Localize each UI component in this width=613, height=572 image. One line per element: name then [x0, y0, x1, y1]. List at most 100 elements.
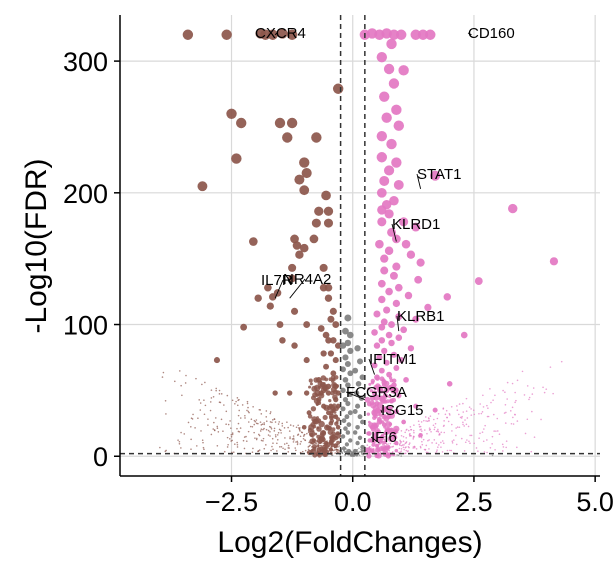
background-point — [361, 452, 363, 455]
background-point — [299, 435, 302, 438]
background-point — [469, 442, 471, 445]
background-point — [486, 404, 488, 407]
dense-point — [308, 385, 312, 389]
dense-point — [369, 389, 373, 393]
background-point — [245, 435, 247, 438]
background-point — [404, 446, 407, 449]
data-point-up — [399, 217, 409, 227]
annotation-connector — [396, 315, 400, 332]
data-point-down — [330, 370, 337, 377]
background-point — [396, 454, 398, 456]
data-point-down — [330, 337, 337, 344]
background-point — [254, 437, 256, 439]
dense-point — [384, 429, 390, 435]
data-point-down — [328, 447, 333, 452]
background-point — [259, 409, 262, 411]
background-point — [260, 428, 263, 431]
background-point — [436, 449, 438, 451]
data-point-down — [272, 390, 278, 396]
data-point-up — [389, 427, 394, 433]
data-point-up — [407, 345, 415, 352]
background-point — [417, 420, 420, 422]
background-point — [292, 425, 295, 427]
gene-label-cxcr4: CXCR4 — [255, 25, 306, 42]
threshold-lines — [120, 15, 600, 476]
data-point-down — [332, 357, 339, 364]
background-point — [272, 419, 274, 421]
data-point-up — [393, 365, 400, 371]
background-point — [255, 422, 258, 425]
data-point-ns — [355, 440, 360, 446]
background-point — [543, 391, 546, 394]
background-point — [215, 389, 217, 392]
data-point-ns — [356, 358, 364, 365]
data-point-down — [282, 132, 293, 143]
background-point — [530, 450, 533, 453]
background-point — [262, 440, 264, 442]
background-point — [397, 454, 400, 457]
background-point — [165, 413, 167, 415]
data-point-ns — [344, 414, 350, 420]
background-point — [279, 446, 281, 448]
data-point-down — [266, 302, 274, 310]
data-point-up — [374, 400, 380, 407]
background-point — [455, 427, 457, 429]
data-point-up — [374, 374, 380, 381]
background-point — [239, 417, 242, 419]
background-point — [408, 435, 411, 437]
data-point-ns — [355, 424, 360, 430]
background-point — [187, 421, 190, 424]
background-point — [429, 415, 432, 417]
background-point — [276, 442, 278, 445]
dense-point — [316, 444, 320, 448]
background-point — [437, 412, 440, 415]
dense-point — [312, 446, 317, 451]
background-point — [473, 442, 475, 445]
x-tick-label: 0.0 — [334, 487, 372, 517]
background-point — [532, 387, 535, 389]
data-point-up — [393, 179, 404, 190]
background-point — [278, 421, 281, 423]
background-point — [514, 401, 516, 404]
data-point-up — [401, 239, 411, 249]
data-point-down — [321, 403, 327, 409]
background-point — [464, 441, 467, 444]
background-point — [462, 421, 464, 424]
data-point-down — [303, 390, 310, 396]
background-point — [479, 432, 481, 435]
background-point — [258, 434, 261, 437]
data-point-up — [393, 120, 404, 131]
background-point — [247, 406, 249, 409]
background-point — [511, 406, 514, 409]
background-point — [197, 417, 199, 420]
background-point — [421, 440, 423, 443]
background-point — [185, 374, 187, 377]
dense-point — [386, 411, 390, 415]
data-point-up — [369, 424, 375, 430]
background-point — [233, 443, 236, 445]
background-point — [260, 439, 263, 442]
data-point-up — [425, 29, 436, 40]
gene-label-il7r: IL7R — [261, 272, 293, 289]
background-point — [504, 404, 507, 406]
dense-point — [368, 382, 372, 386]
dense-point — [313, 384, 321, 392]
background-point — [361, 450, 364, 453]
background-point — [398, 447, 401, 450]
background-point — [214, 417, 217, 419]
background-point — [287, 426, 289, 429]
data-point-down — [325, 337, 332, 344]
background-point — [256, 437, 258, 440]
background-point — [307, 446, 310, 448]
data-point-ns — [353, 448, 358, 454]
background-point — [400, 448, 403, 450]
grid-lines — [120, 15, 600, 476]
background-point — [250, 418, 253, 421]
background-point — [260, 413, 263, 415]
background-point — [413, 424, 415, 426]
background-point — [413, 435, 415, 438]
background-point — [452, 439, 455, 441]
dense-point — [367, 387, 371, 391]
data-point-up — [383, 359, 390, 366]
background-point — [226, 446, 229, 448]
